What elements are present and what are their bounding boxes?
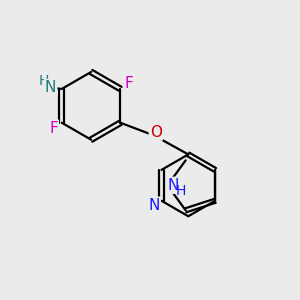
Text: F: F	[124, 76, 133, 91]
Text: H: H	[38, 74, 49, 88]
Text: N: N	[148, 198, 160, 213]
Text: O: O	[150, 124, 162, 140]
Text: N: N	[167, 178, 178, 193]
Text: H: H	[176, 184, 186, 198]
Text: F: F	[49, 121, 58, 136]
Text: N: N	[45, 80, 56, 95]
